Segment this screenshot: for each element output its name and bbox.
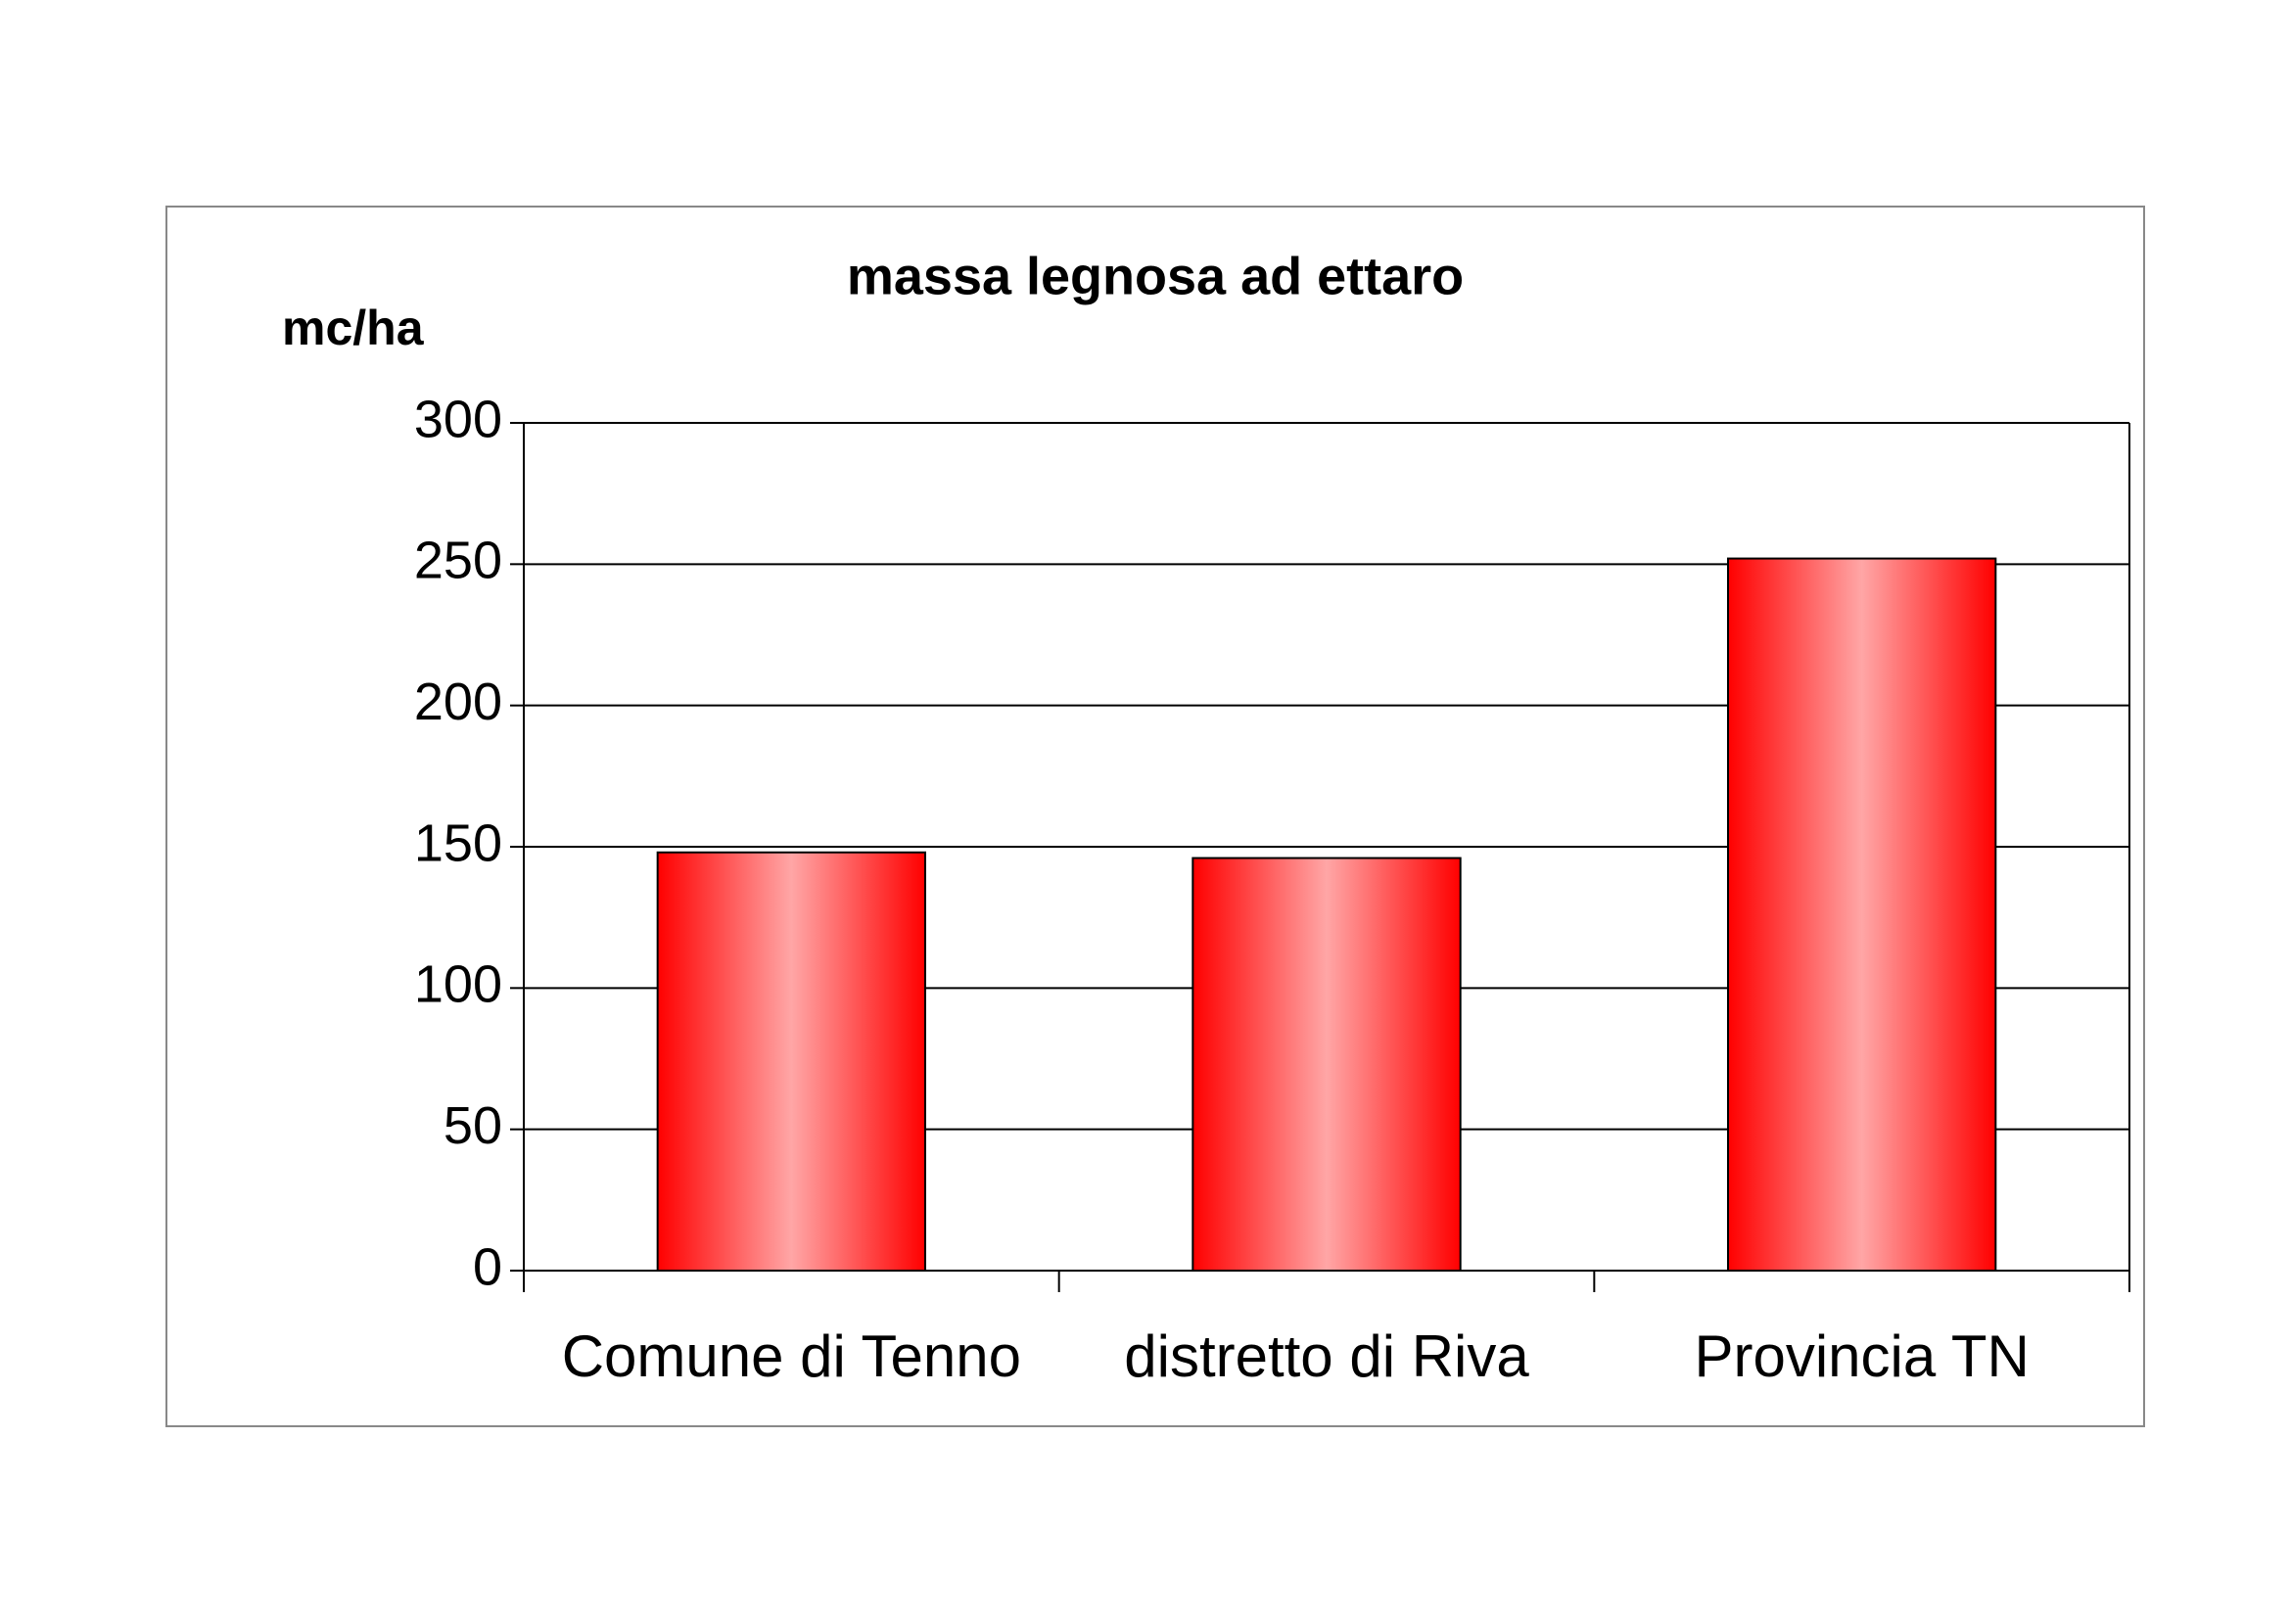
y-tick-label: 150	[414, 813, 502, 872]
y-tick-label: 100	[414, 955, 502, 1014]
chart-title: massa legnosa ad ettaro	[847, 247, 1464, 305]
bar	[1727, 557, 1997, 1272]
y-tick-label: 200	[414, 673, 502, 731]
x-tick-label: distretto di Riva	[1124, 1323, 1529, 1389]
y-axis-label: mc/ha	[282, 301, 425, 355]
bar	[656, 851, 927, 1272]
y-tick-label: 50	[444, 1096, 502, 1155]
y-tick-label: 0	[473, 1237, 502, 1296]
y-tick-label: 250	[414, 532, 502, 590]
bar	[1192, 857, 1462, 1273]
x-tick-label: Comune di Tenno	[562, 1323, 1021, 1389]
x-tick-label: Provincia TN	[1694, 1323, 2029, 1389]
y-tick-label: 300	[414, 390, 502, 448]
